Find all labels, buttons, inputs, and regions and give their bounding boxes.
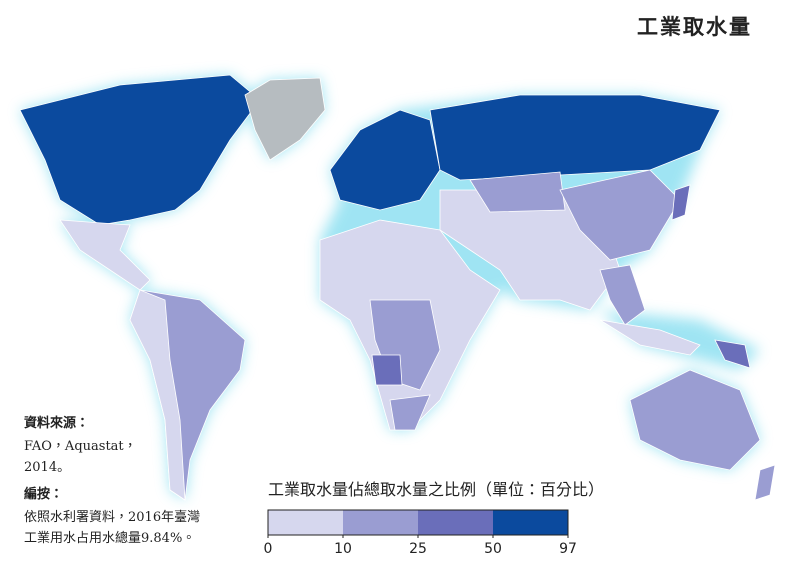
source-note: 資料來源： FAO，Aquastat， 2014。 編按： 依照水利署資料，20… [24,415,200,546]
europe [329,109,441,211]
source-line: 2014。 [24,460,70,475]
new-guinea [714,339,751,369]
angola [371,354,403,386]
legend-tick-label: 25 [409,541,427,557]
countries [19,74,776,501]
japan [671,184,691,221]
legend-tick-label: 50 [484,541,502,557]
south-africa [389,394,431,431]
source-line: FAO，Aquastat， [24,439,137,454]
legend: 0 10 25 50 97 [264,509,577,557]
source-heading: 資料來源： [24,415,89,431]
south-america-west [129,289,186,501]
legend-swatch [343,510,418,535]
legend-swatch [418,510,493,535]
legend-tick-label: 0 [264,541,273,557]
china [559,169,681,261]
north-america [19,74,261,226]
legend-swatch [268,510,343,535]
map-title: 工業取水量 [637,15,752,39]
note-heading: 編按： [24,486,63,502]
greenland [244,77,326,161]
legend-tick-label: 97 [559,541,577,557]
legend-title: 工業取水量佔總取水量之比例（單位：百分比） [268,480,604,499]
note-line: 工業用水占用水總量9.84%。 [24,530,195,546]
new-zealand [754,464,776,501]
central-asia [469,171,566,213]
russia [429,94,721,181]
central-america [59,219,151,291]
indonesia [599,319,701,356]
legend-swatch [493,510,568,535]
southeast-asia [599,264,646,326]
legend-tick-label: 10 [334,541,352,557]
australia [629,369,761,471]
note-line: 依照水利署資料，2016年臺灣 [24,510,200,525]
